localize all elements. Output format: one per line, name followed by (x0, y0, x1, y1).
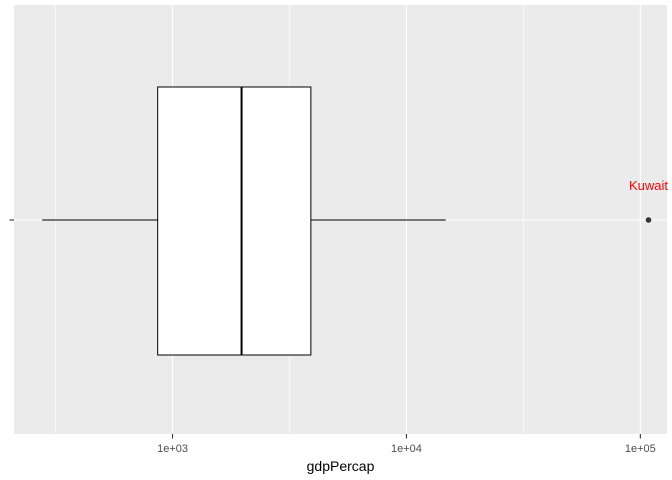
outlier-point (645, 217, 652, 223)
x-axis-title: gdpPercap (307, 458, 375, 474)
x-tick-label: 1e+03 (157, 443, 188, 455)
x-tick-label: 1e+05 (625, 443, 656, 455)
box-iqr (157, 86, 312, 356)
x-tick-label: 1e+04 (391, 443, 422, 455)
outliers: Kuwait (629, 178, 668, 223)
outlier-label: Kuwait (629, 178, 668, 193)
x-axis-ticks: 1e+03 1e+04 1e+05 (157, 434, 656, 455)
boxplot (42, 86, 446, 356)
